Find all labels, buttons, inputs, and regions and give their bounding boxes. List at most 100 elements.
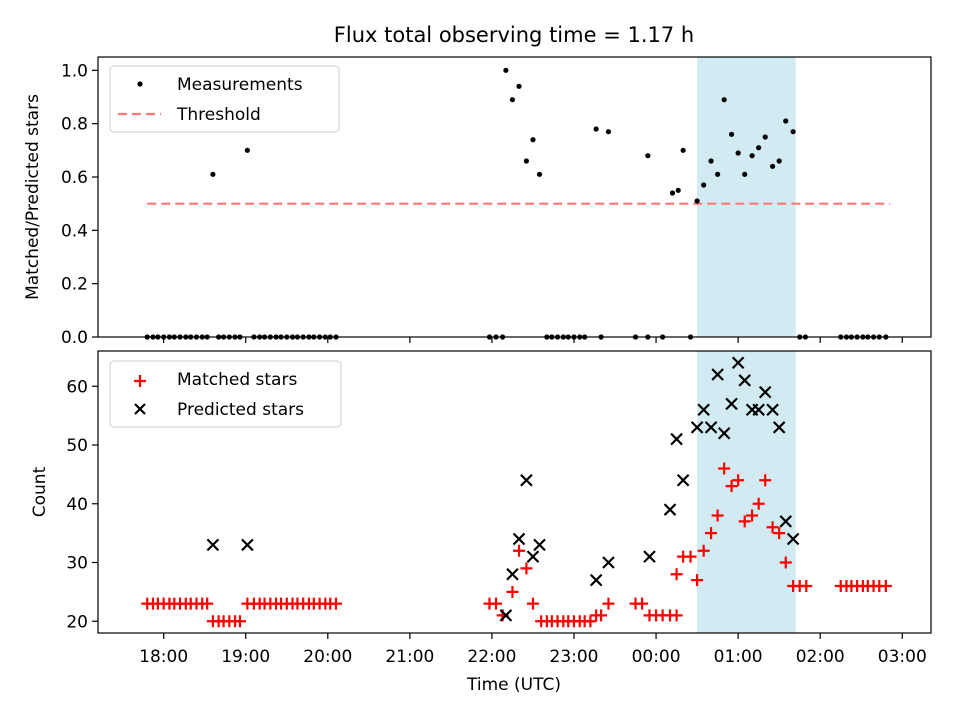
predicted-star-point bbox=[690, 421, 704, 434]
matched-star-point bbox=[670, 609, 683, 622]
measurement-point bbox=[694, 198, 700, 204]
measurement-point bbox=[783, 118, 789, 124]
measurement-point bbox=[210, 171, 216, 177]
predicted-star-point bbox=[663, 503, 677, 516]
top-legend: Measurements Threshold bbox=[109, 65, 340, 133]
predicted-star-point bbox=[738, 374, 751, 387]
measurement-point bbox=[669, 190, 676, 196]
measurement-point bbox=[728, 131, 735, 137]
matched-star-point bbox=[773, 527, 786, 540]
predicted-star-point bbox=[752, 403, 765, 417]
x-tick-label: 03:00 bbox=[878, 647, 927, 667]
measurement-point bbox=[530, 137, 536, 143]
predicted-star-point bbox=[676, 473, 690, 487]
top-y-tick-label: 0.4 bbox=[61, 221, 88, 241]
matched-star-point bbox=[602, 597, 615, 610]
measurement-point bbox=[762, 134, 768, 140]
predicted-star-point bbox=[711, 368, 724, 381]
top-y-tick-label: 0.6 bbox=[61, 168, 88, 188]
legend-measurements-label: Measurements bbox=[177, 75, 303, 95]
measurement-point bbox=[680, 147, 686, 153]
predicted-star-point bbox=[512, 532, 526, 546]
top-y-tick-label: 0.8 bbox=[61, 115, 88, 135]
matched-star-point bbox=[584, 615, 597, 628]
bottom-x-ticks: 18:00 19:00 20:00 21:00 22:00 23:00 00:00 01:00… bbox=[139, 633, 927, 667]
matched-star-point bbox=[752, 497, 765, 510]
predicted-star-point bbox=[670, 432, 683, 446]
predicted-star-point bbox=[533, 538, 546, 552]
predicted-star-point bbox=[786, 532, 800, 546]
top-panel: 0.0 0.2 0.4 0.6 0.8 1.0 Matched/Predicted sta… bbox=[23, 56, 932, 348]
predicted-star-point bbox=[241, 538, 254, 552]
x-tick-label: 23:00 bbox=[550, 647, 599, 667]
bottom-panel: 18:00 19:00 20:00 21:00 22:00 23:00 00:00 01:00… bbox=[30, 350, 932, 695]
x-tick-label: 18:00 bbox=[139, 647, 188, 667]
predicted-star-point bbox=[506, 567, 519, 581]
matched-star-point bbox=[738, 515, 751, 528]
bottom-axes-frame bbox=[97, 350, 932, 634]
predicted-star-point bbox=[526, 550, 540, 563]
matched-star-point bbox=[725, 480, 738, 493]
measurement-point bbox=[715, 171, 721, 177]
matched-star-point bbox=[691, 574, 704, 587]
x-tick-label: 02:00 bbox=[796, 647, 845, 667]
x-axis-label: Time (UTC) bbox=[466, 675, 561, 695]
bottom-y-axis-label: Count bbox=[30, 466, 50, 517]
x-tick-label: 21:00 bbox=[385, 647, 434, 667]
measurement-point bbox=[523, 158, 530, 164]
predicted-star-point bbox=[697, 403, 710, 417]
top-x-ticks bbox=[163, 337, 903, 343]
matched-star-point bbox=[705, 527, 718, 540]
measurement-point bbox=[770, 163, 776, 169]
predicted-star-point bbox=[589, 573, 603, 587]
matched-star-point bbox=[201, 597, 214, 610]
x-tick-label: 00:00 bbox=[632, 647, 681, 667]
matched-star-point bbox=[779, 556, 792, 569]
top-y-ticks: 0.0 0.2 0.4 0.6 0.8 1.0 bbox=[61, 61, 98, 348]
measurement-point bbox=[701, 182, 707, 188]
legend-predicted-label: Predicted stars bbox=[177, 400, 304, 420]
matched-star-point bbox=[684, 550, 697, 563]
x-tick-label: 22:00 bbox=[467, 647, 516, 667]
matched-star-point bbox=[746, 509, 759, 522]
chart-title: Flux total observing time = 1.17 h bbox=[334, 23, 694, 47]
matched-star-point bbox=[513, 544, 526, 557]
measurement-point bbox=[244, 147, 250, 153]
legend-measurements-marker bbox=[137, 81, 143, 87]
matched-star-point bbox=[330, 597, 342, 610]
bottom-legend-box bbox=[109, 360, 342, 428]
legend-predicted-marker bbox=[134, 403, 146, 415]
matched-star-point bbox=[759, 474, 772, 487]
measurement-point bbox=[675, 187, 681, 193]
x-tick-label: 01:00 bbox=[714, 647, 763, 667]
matched-star-point bbox=[520, 562, 533, 575]
predicted-star-point bbox=[758, 385, 772, 399]
measurement-point bbox=[776, 158, 782, 164]
matched-star-point bbox=[233, 615, 246, 628]
matched-star-point bbox=[718, 462, 731, 475]
bot-y-tick-label: 30 bbox=[66, 554, 88, 574]
measurement-point bbox=[742, 171, 748, 177]
matched-star-point bbox=[766, 521, 779, 534]
legend-threshold-label: Threshold bbox=[176, 105, 261, 125]
measurement-point bbox=[509, 97, 516, 103]
top-y-tick-label: 0.0 bbox=[61, 328, 88, 348]
legend-matched-marker bbox=[134, 375, 146, 387]
bot-y-tick-label: 50 bbox=[66, 436, 88, 456]
measurement-point bbox=[536, 171, 543, 177]
measurement-point bbox=[790, 129, 796, 135]
measurement-point bbox=[735, 150, 741, 156]
matched-star-point bbox=[526, 597, 539, 610]
predicted-star-point bbox=[602, 556, 615, 569]
matched-star-point bbox=[697, 544, 710, 557]
bot-y-tick-label: 20 bbox=[66, 612, 88, 632]
matched-star-point bbox=[879, 580, 892, 592]
predicted-star-point bbox=[499, 609, 513, 622]
measurement-point bbox=[708, 158, 714, 164]
top-highlight-span bbox=[697, 57, 796, 337]
bottom-legend: Matched stars Predicted stars bbox=[109, 360, 342, 428]
measurement-point bbox=[503, 67, 509, 73]
measurement-point bbox=[593, 126, 599, 132]
matched-star-point bbox=[506, 585, 519, 598]
